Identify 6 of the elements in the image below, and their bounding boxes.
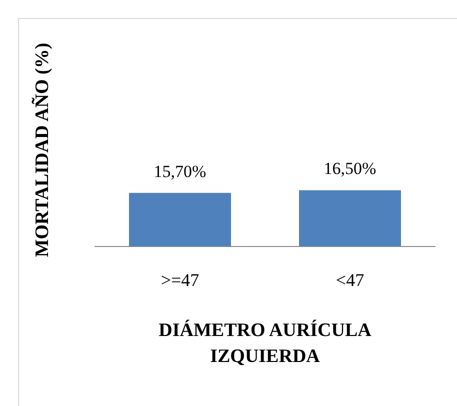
x-tick-label: >=47 xyxy=(160,270,200,290)
data-label: 16,50% xyxy=(324,159,376,178)
x-tick-label: <47 xyxy=(336,270,364,290)
data-label: 15,70% xyxy=(154,162,206,181)
x-axis-title: DIÁMETRO AURÍCULA IZQUIERDA xyxy=(158,318,372,369)
y-axis-title: MORTALIDAD AÑO (%) xyxy=(32,42,54,258)
